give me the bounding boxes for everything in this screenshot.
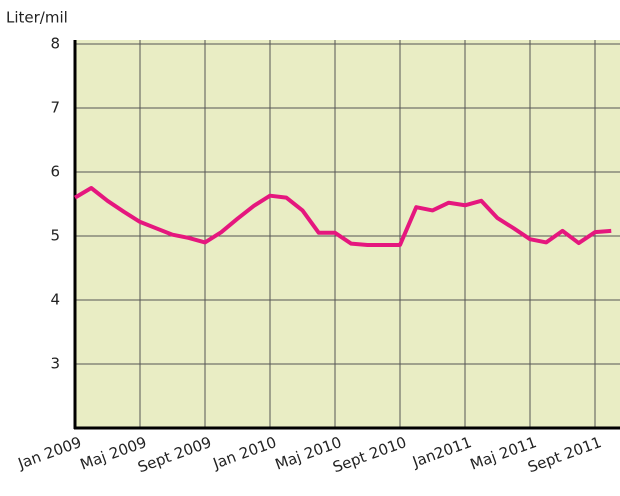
x-tick-label: Jan 2009 [15,433,84,473]
y-tick-label: 7 [50,99,60,117]
x-tick-label: Jan2011 [409,433,474,471]
x-tick-label: Sept 2011 [525,433,604,476]
data-line [73,186,612,247]
y-tick-label: 4 [50,291,60,309]
y-tick-label: 3 [50,355,60,373]
y-axis-label: Liter/mil [6,9,68,27]
plot-area [75,40,620,428]
x-tick-label: Jan 2010 [210,433,279,473]
y-tick-label: 8 [50,35,60,53]
y-tick-label: 5 [50,227,60,245]
x-tick-label: Sept 2010 [330,433,409,476]
y-tick-label: 6 [50,163,60,181]
x-tick-label: Sept 2009 [135,433,214,476]
